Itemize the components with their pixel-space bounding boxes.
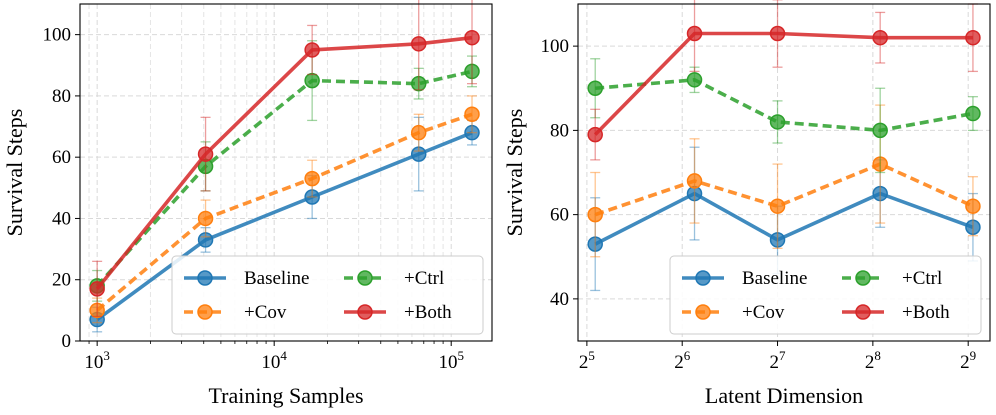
- series-cov: [587, 104, 981, 258]
- data-point: [686, 25, 703, 42]
- data-point: [304, 170, 320, 187]
- legend-marker-both: [855, 304, 871, 320]
- legend-marker-both: [357, 304, 373, 320]
- data-point: [464, 29, 480, 46]
- legend-marker-cov: [695, 304, 711, 320]
- legend-label-baseline: Baseline: [244, 268, 309, 289]
- y-tick-label: 40: [52, 208, 71, 229]
- data-point: [965, 198, 981, 214]
- data-point: [587, 80, 603, 96]
- series-both: [89, 0, 480, 318]
- data-point: [686, 72, 703, 88]
- data-point: [965, 29, 981, 46]
- x-tick-label: 105: [438, 348, 464, 373]
- legend-box: [171, 255, 484, 335]
- data-point: [304, 189, 320, 205]
- x-tick-label: 103: [84, 348, 110, 373]
- data-point: [872, 156, 888, 172]
- data-point: [965, 219, 981, 236]
- data-point: [464, 63, 480, 80]
- legend-label-baseline: Baseline: [742, 268, 807, 289]
- x-tick-label: 27: [770, 348, 787, 373]
- x-tick-label: 29: [960, 348, 976, 373]
- y-tick-label: 0: [62, 331, 72, 352]
- x-axis-label: Training Samples: [208, 383, 363, 408]
- legend-marker-cov: [197, 304, 213, 320]
- legend-label-both: +Both: [404, 302, 452, 323]
- data-point: [304, 72, 320, 89]
- data-point: [587, 126, 603, 143]
- y-tick-label: 80: [52, 86, 71, 107]
- series-line: [95, 35, 473, 291]
- plot-frame: [79, 3, 493, 342]
- data-point: [965, 105, 981, 122]
- data-point: [304, 42, 320, 58]
- data-point: [197, 146, 214, 162]
- legend-marker-ctrl: [855, 270, 871, 286]
- data-point: [89, 281, 105, 297]
- data-point: [769, 114, 786, 130]
- y-axis-label: Survival Steps: [2, 109, 27, 237]
- series-cov: [89, 95, 480, 324]
- data-point: [410, 75, 427, 92]
- series-line: [595, 78, 974, 133]
- training-samples-panel: 0 20 40 60 80 100 103 104 105 Training Samples Sur…: [2, 0, 493, 408]
- x-tick-label: 26: [674, 348, 691, 373]
- latent-dimension-panel: 40 60 80 100 25 26 27 28 29 Latent Dimension Survi…: [502, 0, 991, 408]
- y-axis-label: Survival Steps: [502, 109, 527, 237]
- y-tick-label: 20: [52, 270, 71, 291]
- x-tick-label: 28: [865, 348, 881, 373]
- y-tick-label: 60: [550, 205, 569, 226]
- y-tick-label: 100: [541, 36, 570, 57]
- data-point: [197, 210, 214, 227]
- legend-marker-baseline: [197, 270, 213, 286]
- data-point: [197, 232, 214, 248]
- series-line: [594, 162, 974, 217]
- data-point: [410, 146, 427, 162]
- data-point: [410, 124, 427, 141]
- data-point: [769, 198, 786, 214]
- series-line: [95, 69, 473, 288]
- data-point: [686, 173, 703, 189]
- legend: Baseline +Ctrl +Cov +Both: [171, 255, 484, 335]
- y-tick-label: 100: [43, 25, 72, 46]
- x-axis-label: Latent Dimension: [705, 383, 863, 408]
- x-tick-label: 25: [579, 348, 595, 373]
- x-tick-label: 104: [261, 348, 287, 373]
- data-point: [464, 124, 480, 141]
- y-tick-label: 60: [52, 147, 71, 168]
- series-both: [587, 0, 981, 161]
- legend-label-cov: +Cov: [742, 302, 785, 323]
- data-point: [464, 106, 480, 123]
- data-point: [587, 206, 603, 223]
- legend-label-cov: +Cov: [244, 302, 287, 323]
- data-point: [769, 232, 786, 248]
- legend-marker-ctrl: [357, 270, 373, 286]
- legend-box: [669, 255, 982, 335]
- y-tick-label: 80: [550, 120, 569, 141]
- data-point: [587, 236, 603, 252]
- data-point: [872, 29, 888, 46]
- data-point: [872, 185, 888, 202]
- data-point: [89, 302, 105, 319]
- data-point: [410, 36, 427, 52]
- plot-frame: [577, 3, 991, 342]
- legend: Baseline +Ctrl +Cov +Both: [669, 255, 982, 335]
- data-point: [872, 122, 888, 139]
- legend-label-both: +Both: [902, 302, 950, 323]
- data-point: [769, 25, 786, 42]
- series-ctrl: [587, 58, 981, 174]
- legend-label-ctrl: +Ctrl: [902, 268, 942, 289]
- y-tick-label: 40: [550, 289, 569, 310]
- legend-label-ctrl: +Ctrl: [404, 268, 444, 289]
- legend-marker-baseline: [695, 270, 711, 286]
